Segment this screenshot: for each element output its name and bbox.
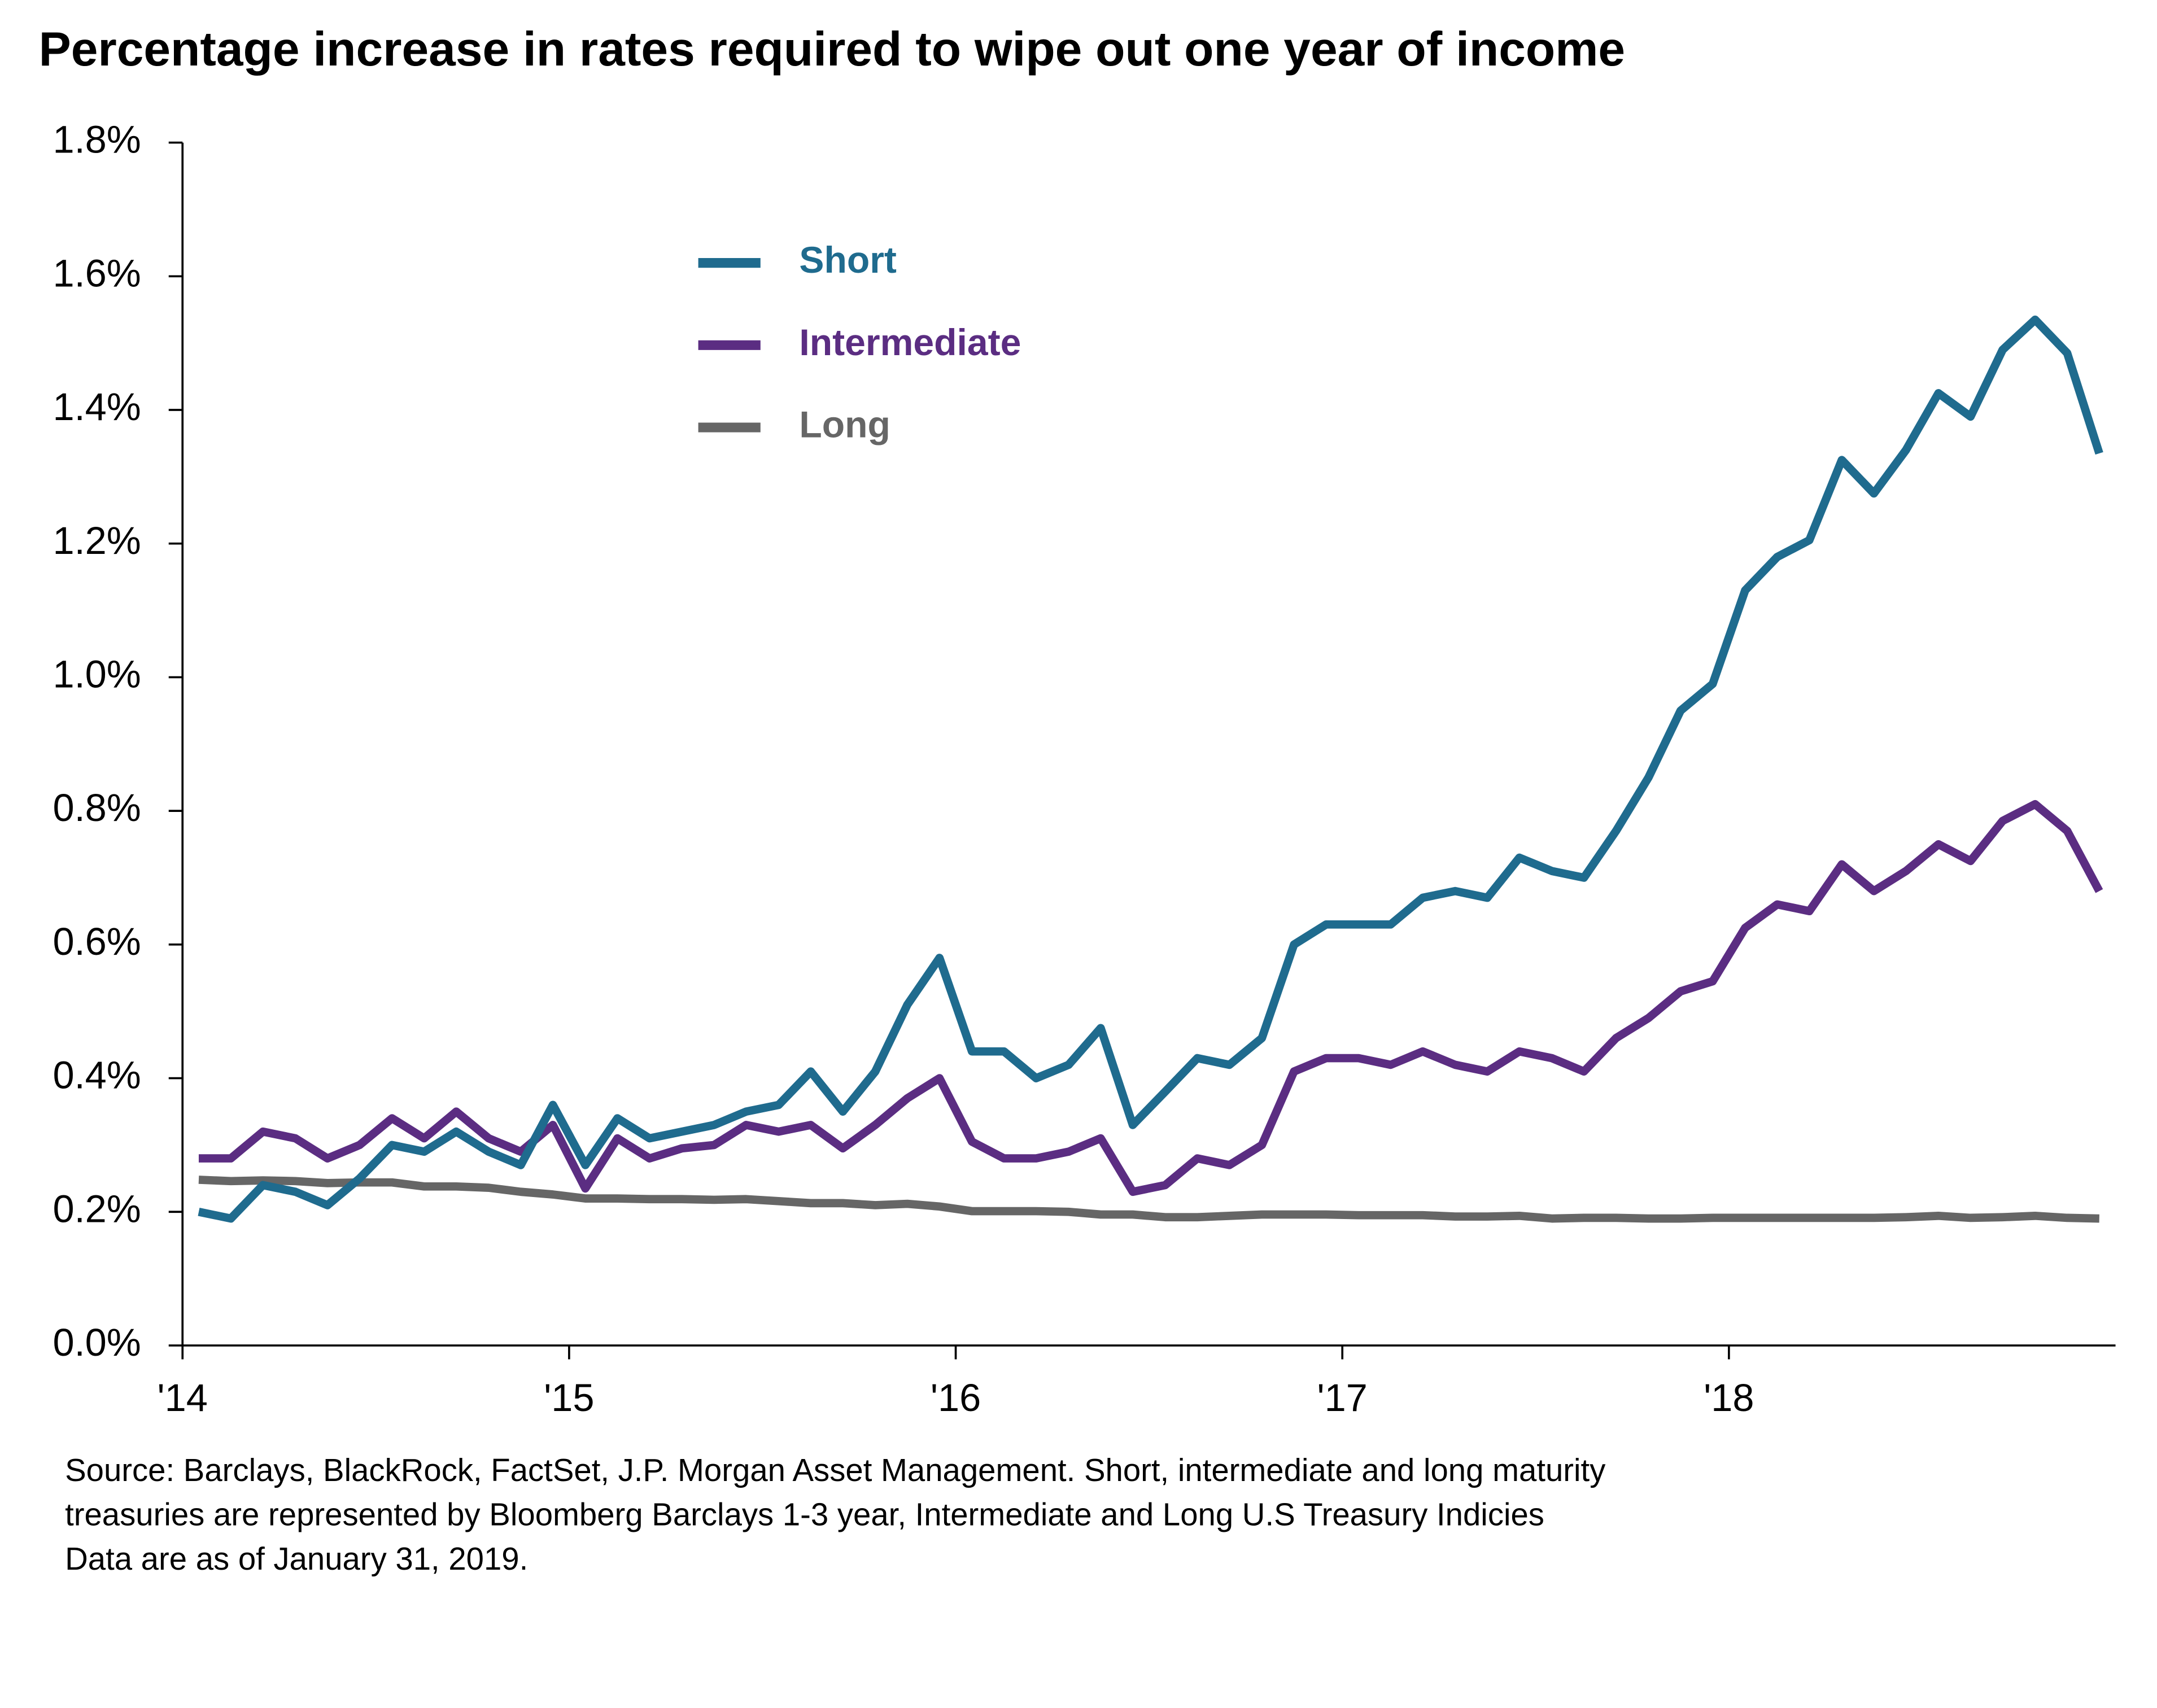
y-tick-label: 1.8%: [53, 118, 141, 161]
y-tick-label: 0.2%: [53, 1187, 141, 1230]
y-tick-label: 1.6%: [53, 251, 141, 295]
line-series: [198, 1176, 2099, 1223]
legend-label: Intermediate: [799, 322, 1021, 364]
legend-label: Long: [799, 404, 890, 445]
y-tick-label: 1.4%: [53, 385, 141, 429]
source-note: Data are as of January 31, 2019.: [65, 1541, 528, 1576]
legend-label: Short: [799, 239, 897, 281]
x-tick-label: '15: [544, 1376, 594, 1419]
line-series: [198, 315, 2103, 1223]
y-tick-label: 0.4%: [53, 1054, 141, 1097]
source-note: treasuries are represented by Bloomberg …: [65, 1496, 1544, 1532]
y-tick-label: 1.0%: [53, 653, 141, 696]
x-tick-label: '14: [158, 1376, 208, 1419]
x-tick-label: '16: [931, 1376, 981, 1419]
chart-title: Percentage increase in rates required to…: [39, 22, 1626, 76]
y-tick-label: 0.8%: [53, 786, 141, 829]
x-tick-label: '18: [1704, 1376, 1754, 1419]
y-tick-label: 1.2%: [53, 519, 141, 562]
line-series: [198, 800, 2103, 1196]
y-tick-label: 0.6%: [53, 920, 141, 963]
x-tick-label: '17: [1317, 1376, 1368, 1419]
y-tick-label: 0.0%: [53, 1321, 141, 1364]
source-note: Source: Barclays, BlackRock, FactSet, J.…: [65, 1452, 1606, 1488]
